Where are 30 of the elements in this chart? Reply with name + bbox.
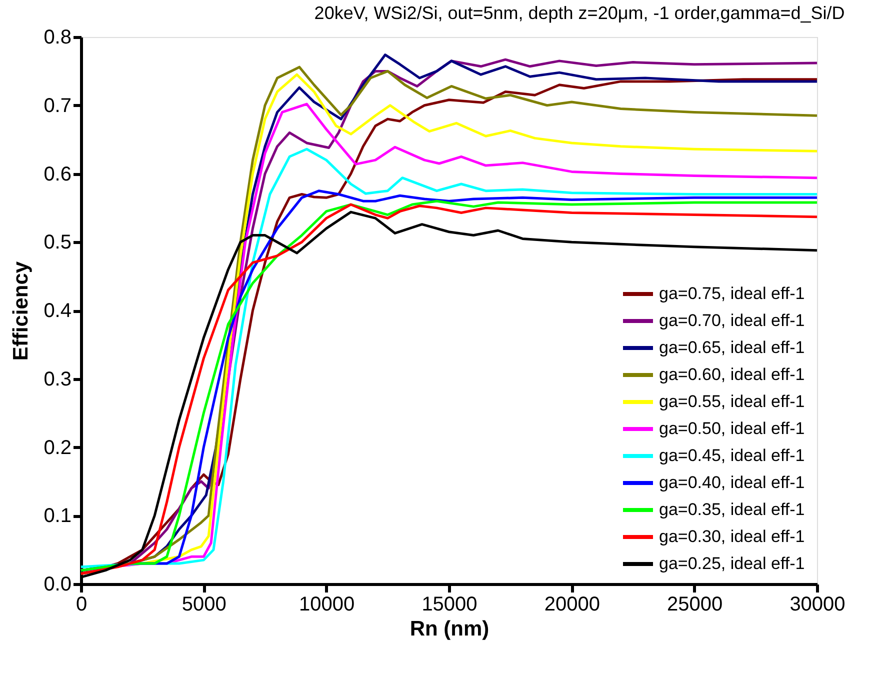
legend-label: ga=0.25, ideal eff-1 — [659, 554, 805, 573]
legend-label: ga=0.60, ideal eff-1 — [659, 365, 805, 384]
y-tick-label: 0.4 — [44, 300, 72, 322]
y-tick-label: 0.3 — [44, 368, 72, 390]
x-tick-label: 10000 — [299, 594, 355, 616]
legend-label: ga=0.30, ideal eff-1 — [659, 527, 805, 546]
y-tick-label: 0.7 — [44, 94, 72, 117]
y-tick-label: 0.1 — [44, 505, 72, 528]
chart-title: 20keV, WSi2/Si, out=5nm, depth z=20μm, -1 order,gamma=d_Si/D — [314, 3, 845, 23]
y-axis-title: Efficiency — [10, 261, 33, 361]
y-tick-label: 0.6 — [44, 163, 72, 186]
legend-label: ga=0.50, ideal eff-1 — [659, 419, 805, 438]
legend-label: ga=0.65, ideal eff-1 — [659, 338, 805, 357]
legend-label: ga=0.45, ideal eff-1 — [659, 446, 805, 465]
legend-label: ga=0.40, ideal eff-1 — [659, 473, 805, 492]
y-tick-label: 0.5 — [44, 232, 72, 254]
x-axis-title: Rn (nm) — [410, 618, 490, 640]
y-tick-label: 0.8 — [44, 26, 72, 48]
x-tick-label: 15000 — [422, 594, 478, 616]
legend-label: ga=0.70, ideal eff-1 — [659, 311, 805, 330]
legend-label: ga=0.35, ideal eff-1 — [659, 500, 805, 519]
x-tick-label: 30000 — [790, 594, 846, 616]
legend-label: ga=0.55, ideal eff-1 — [659, 392, 805, 411]
y-tick-label: 0.2 — [44, 436, 72, 459]
legend-label: ga=0.75, ideal eff-1 — [659, 284, 805, 303]
x-tick-label: 0 — [76, 594, 88, 616]
x-tick-label: 25000 — [667, 594, 723, 616]
x-tick-label: 5000 — [182, 594, 226, 616]
y-tick-label: 0.0 — [44, 574, 72, 596]
x-tick-label: 20000 — [544, 594, 600, 616]
